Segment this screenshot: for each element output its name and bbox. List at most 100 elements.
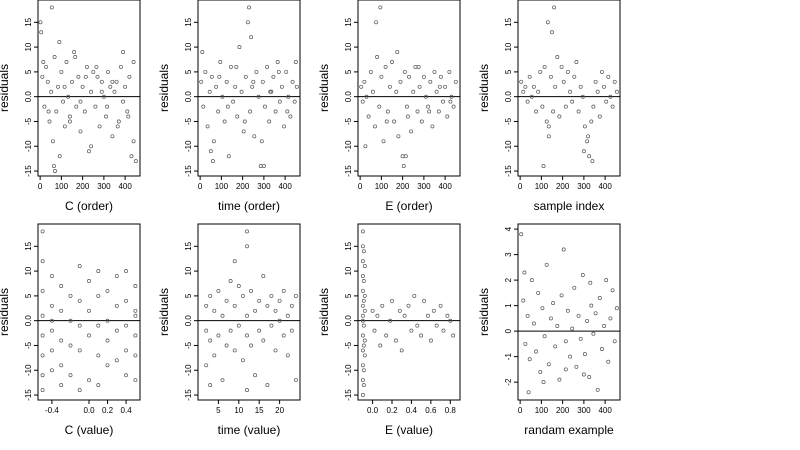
data-point <box>448 99 453 104</box>
data-point <box>217 74 222 79</box>
data-point <box>77 348 82 353</box>
data-point <box>555 324 560 328</box>
data-point <box>574 60 579 64</box>
data-point <box>411 89 416 94</box>
data-point <box>406 303 411 308</box>
data-point <box>114 79 119 84</box>
data-point <box>76 74 81 79</box>
data-point <box>581 149 586 154</box>
data-point <box>383 64 388 69</box>
y-tick-label: 10 <box>344 42 353 51</box>
data-point <box>582 352 587 357</box>
data-point <box>214 84 219 89</box>
data-point <box>249 288 253 293</box>
data-point <box>395 50 400 55</box>
data-point <box>216 109 221 114</box>
data-point <box>216 288 221 293</box>
data-point <box>614 89 619 94</box>
data-point <box>110 134 115 139</box>
data-point <box>360 378 365 383</box>
data-point <box>565 69 570 74</box>
y-tick-label: -10 <box>24 140 33 152</box>
y-tick-label: 10 <box>344 266 353 275</box>
x-tick-label: 100 <box>535 182 549 191</box>
data-point <box>378 343 383 348</box>
data-point <box>133 284 138 288</box>
data-point <box>49 274 54 279</box>
data-point <box>527 357 532 362</box>
data-point <box>453 79 458 84</box>
data-point <box>80 84 85 89</box>
data-point <box>216 333 221 338</box>
data-point <box>269 293 274 298</box>
data-point <box>292 99 297 104</box>
data-point <box>40 373 45 378</box>
data-point <box>590 159 595 164</box>
data-point <box>277 318 282 323</box>
x-tick-label: 0 <box>518 406 523 415</box>
data-point <box>415 323 420 328</box>
scatter-panel: 0.0 0.2 0.4 0.6 0.8 -15 -10 -5 0.0 5 10 15 E (value)… <box>317 223 461 437</box>
data-point <box>53 169 57 173</box>
data-point <box>360 99 365 104</box>
y-tick-label: -1 <box>504 353 513 361</box>
y-tick-label: 3 <box>504 252 513 257</box>
data-point <box>589 119 594 124</box>
data-point <box>87 279 91 283</box>
data-point <box>428 79 433 84</box>
data-point <box>581 372 586 377</box>
data-point <box>99 89 104 94</box>
data-point <box>561 79 566 84</box>
data-point <box>273 308 278 313</box>
data-point <box>385 109 390 114</box>
y-tick-label: 0.0 <box>24 91 33 103</box>
data-point <box>261 338 266 343</box>
x-tick-label: 100 <box>215 182 229 191</box>
data-point <box>396 134 401 139</box>
data-point <box>131 139 136 144</box>
data-point <box>77 264 82 269</box>
data-point <box>245 229 249 234</box>
y-tick-label: -10 <box>184 364 193 376</box>
data-point <box>240 293 245 298</box>
x-tick-label: 0.4 <box>121 406 133 415</box>
data-point <box>563 367 568 372</box>
data-point <box>114 274 119 279</box>
data-point <box>572 285 577 290</box>
data-point <box>538 69 543 74</box>
data-point <box>204 328 209 333</box>
data-point <box>91 69 96 74</box>
data-point <box>572 74 577 79</box>
data-point <box>519 79 524 84</box>
data-point <box>451 104 456 109</box>
data-point <box>220 378 225 383</box>
data-point <box>49 348 54 353</box>
data-point <box>203 69 208 74</box>
data-point <box>542 334 547 339</box>
data-point <box>372 328 377 333</box>
y-tick-label: 10 <box>24 42 33 51</box>
data-point <box>114 358 119 363</box>
data-point <box>290 79 295 84</box>
data-point <box>591 104 596 109</box>
data-point <box>224 79 229 84</box>
data-point <box>114 328 119 333</box>
data-point <box>133 313 138 318</box>
data-point <box>261 164 266 169</box>
data-point <box>268 89 273 94</box>
y-tick-label: 0.0 <box>184 91 193 103</box>
data-point <box>576 313 581 318</box>
data-point <box>226 154 231 159</box>
data-point <box>288 114 293 119</box>
data-point <box>362 264 367 269</box>
data-point <box>265 383 270 388</box>
data-point <box>612 339 617 344</box>
data-point <box>40 229 45 234</box>
data-point <box>68 343 73 348</box>
data-point <box>236 323 241 328</box>
data-point <box>68 293 73 298</box>
x-tick-label: 100 <box>535 406 549 415</box>
x-tick-label: 300 <box>417 182 431 191</box>
data-point <box>523 341 528 346</box>
